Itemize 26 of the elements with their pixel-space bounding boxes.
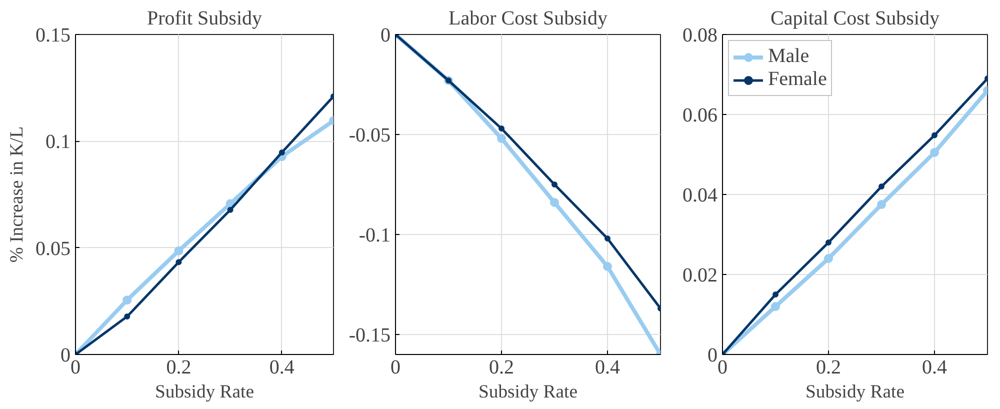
chart-title: Profit Subsidy bbox=[146, 8, 262, 30]
chart-title: Capital Cost Subsidy bbox=[770, 8, 940, 30]
x-tick-label: 0.2 bbox=[816, 356, 841, 378]
x-axis-title: Subsidy Rate bbox=[155, 382, 254, 402]
legend-label: Male bbox=[768, 45, 810, 68]
chart-title: Labor Cost Subsidy bbox=[448, 8, 608, 30]
x-tick-label: 0.2 bbox=[166, 356, 192, 378]
y-tick-label: 0 bbox=[380, 24, 390, 46]
x-tick-label: 0.4 bbox=[922, 356, 947, 378]
y-tick-label: 0.1 bbox=[46, 131, 70, 154]
y-tick-label: 0.02 bbox=[682, 264, 718, 286]
x-tick-label: 0.4 bbox=[595, 356, 620, 378]
y-tick-label: 0.08 bbox=[682, 24, 718, 46]
x-axis-title: Subsidy Rate bbox=[806, 382, 904, 402]
y-tick-label: 0.04 bbox=[682, 184, 718, 206]
y-tick-label: -0.1 bbox=[358, 224, 391, 246]
y-tick-label: -0.05 bbox=[348, 124, 391, 146]
y-tick-label: 0.15 bbox=[36, 24, 70, 46]
legend-label: Female bbox=[768, 68, 827, 91]
x-tick-label: 0.4 bbox=[269, 356, 294, 378]
y-tick-label: -0.15 bbox=[348, 324, 391, 346]
x-axis-title: Subsidy Rate bbox=[478, 382, 578, 402]
y-tick-label: 0.05 bbox=[36, 238, 70, 260]
y-tick-label: 0.06 bbox=[682, 104, 718, 126]
y-axis-title: % Increase in K/L bbox=[6, 126, 28, 263]
x-tick-label: 0.2 bbox=[489, 356, 514, 378]
